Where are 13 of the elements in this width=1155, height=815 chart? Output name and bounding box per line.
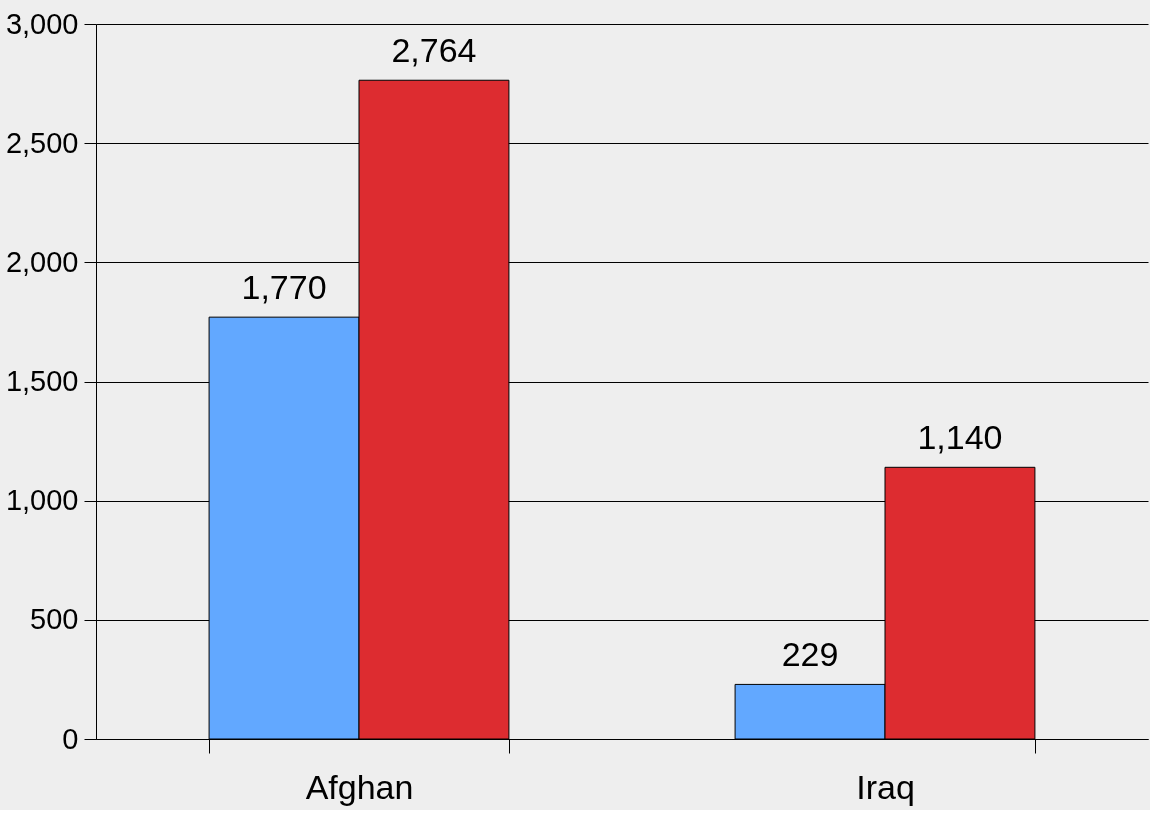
- y-tick-label: 1,500: [5, 365, 79, 397]
- data-label: 2,764: [391, 31, 477, 70]
- data-label: 1,140: [917, 418, 1003, 457]
- y-tick-label: 500: [30, 603, 79, 636]
- y-tick-label: 1,000: [5, 484, 79, 517]
- y-tick-label: 3,000: [5, 7, 79, 40]
- data-label: 229: [781, 635, 839, 674]
- y-tick-label: 2,500: [5, 126, 79, 159]
- x-tick-label: Afghan: [305, 767, 414, 806]
- data-label: 1,770: [241, 268, 327, 307]
- y-tick-label: 2,000: [5, 245, 79, 278]
- x-tick-label: Iraq: [856, 767, 915, 806]
- y-tick-label: 0: [62, 722, 79, 755]
